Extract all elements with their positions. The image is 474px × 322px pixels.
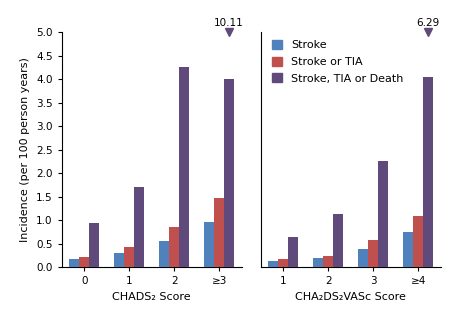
X-axis label: CHADS₂ Score: CHADS₂ Score <box>112 292 191 302</box>
X-axis label: CHA₂DS₂VASc Score: CHA₂DS₂VASc Score <box>295 292 406 302</box>
Bar <box>224 79 234 267</box>
Bar <box>423 77 433 267</box>
Bar <box>403 232 413 267</box>
Bar <box>204 222 214 267</box>
Bar <box>69 259 79 267</box>
Bar <box>413 215 423 267</box>
Bar <box>288 237 298 267</box>
Bar <box>159 242 169 267</box>
Y-axis label: Incidence (per 100 person years): Incidence (per 100 person years) <box>20 57 30 242</box>
Bar <box>89 223 99 267</box>
Text: 10.11: 10.11 <box>214 18 244 28</box>
Bar <box>79 257 89 267</box>
Bar <box>134 187 144 267</box>
Bar <box>333 214 343 267</box>
Bar <box>124 247 134 267</box>
Bar <box>278 259 288 267</box>
Bar <box>313 258 323 267</box>
Bar <box>378 162 388 267</box>
Bar <box>368 241 378 267</box>
Legend: Stroke, Stroke or TIA, Stroke, TIA or Death: Stroke, Stroke or TIA, Stroke, TIA or De… <box>270 38 406 86</box>
Bar <box>268 261 278 267</box>
Text: 6.29: 6.29 <box>417 18 440 28</box>
Bar <box>179 68 189 267</box>
Bar <box>323 256 333 267</box>
Bar <box>358 250 368 267</box>
Bar <box>214 198 224 267</box>
Bar <box>169 227 179 267</box>
Bar <box>114 253 124 267</box>
